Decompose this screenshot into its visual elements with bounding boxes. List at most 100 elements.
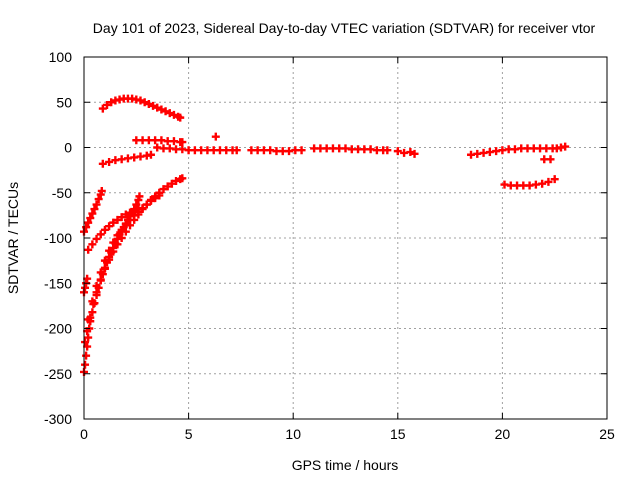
data-point [406,148,415,157]
data-point [107,98,116,107]
data-point [92,281,101,290]
data-point [550,175,559,184]
data-point [211,132,220,141]
y-tick-label: 0 [64,140,72,156]
data-point [151,194,160,203]
data-point [142,200,151,209]
data-point [92,234,101,243]
data-point [113,240,122,249]
data-point [232,146,241,155]
data-point [105,157,114,166]
y-tick-label: -50 [52,185,72,201]
data-point [121,210,130,219]
data-point [105,246,114,255]
data-point [100,225,109,234]
data-point [98,159,107,168]
y-tick-label: -250 [44,366,72,382]
data-point [178,174,187,183]
data-point [86,214,95,223]
data-point [163,182,172,191]
data-point [117,234,126,242]
data-point [100,256,109,265]
y-axis-label: SDTVAR / TECUs [5,182,21,294]
data-point [149,101,158,110]
data-point [159,185,168,194]
data-point [90,205,99,214]
data-point [383,146,392,155]
data-point [178,138,187,147]
data-point [144,100,153,109]
y-tick-label: 50 [56,94,72,110]
data-point [103,100,112,109]
data-point [100,264,109,273]
data-point [165,109,174,118]
data-point [561,142,570,151]
data-point [113,215,122,224]
data-point [96,275,105,284]
x-tick-label: 5 [185,426,193,442]
data-point [88,240,97,249]
data-point [117,213,126,222]
data-point [96,268,105,277]
data-point [82,351,91,360]
data-point [169,110,178,119]
data-point [82,223,91,232]
data-point [546,155,555,164]
data-point [92,200,101,209]
data-point [146,196,155,205]
y-tick-label: -100 [44,230,72,246]
x-axis-label: GPS time / hours [292,457,399,473]
data-point [176,113,185,122]
data-point [538,179,547,188]
data-point [132,200,141,209]
y-tick-label: -150 [44,275,72,291]
data-point [98,104,107,113]
data-point [88,297,97,306]
data-point [96,230,105,239]
data-point [109,238,118,247]
data-point [84,218,93,227]
x-tick-label: 25 [599,426,615,442]
data-point [130,206,139,215]
x-tick-label: 15 [390,426,406,442]
data-point [410,149,419,158]
y-tick-label: 100 [49,49,73,65]
data-point [155,191,164,200]
data-point [94,195,103,204]
data-point [121,227,130,236]
data-point [136,96,145,105]
data-point [121,220,130,229]
data-point [393,147,402,156]
data-point [84,315,93,324]
data-point [84,245,93,254]
x-tick-label: 20 [495,426,511,442]
data-point [135,192,144,201]
data-points [80,94,570,376]
x-tick-label: 10 [285,426,301,442]
axis-ticks: 0 5 10 15 20 25 -300 -250 -200 -150 -100 -50 0 50 100 [44,49,615,442]
data-point [157,105,166,114]
data-point [172,176,181,185]
data-point [146,150,155,159]
data-point [167,179,176,188]
x-tick-label: 0 [80,426,88,442]
data-point [81,360,90,369]
data-point [140,98,149,107]
data-point [297,146,306,155]
data-point [109,218,118,227]
y-tick-label: -200 [44,321,72,337]
grid-lines [84,57,607,419]
data-point [88,209,97,218]
data-point [161,107,170,116]
data-point [544,177,553,186]
data-point [153,103,162,112]
data-point [113,231,122,240]
data-point [88,308,97,317]
y-tick-label: -300 [44,411,72,427]
data-point [134,205,143,214]
data-point [81,338,90,347]
data-point [105,222,114,231]
chart-title: Day 101 of 2023, Sidereal Day-to-day VTE… [93,20,596,36]
